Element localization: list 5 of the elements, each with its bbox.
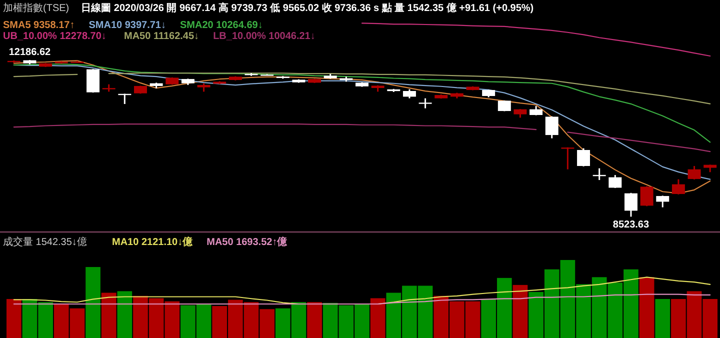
annotation: 12186.62 — [8, 47, 52, 58]
chart-subtitle: 日線圖 2020/03/26 開 9667.14 高 9739.73 低 9565.02 收 9736.36 s 點 量 1542.35 億 +91.61 (+0.95%) — [81, 2, 534, 14]
annotation: 8523.63 — [612, 220, 650, 231]
chart-title: 加權指數(TSE) — [3, 2, 70, 14]
chart-title: 成交量 1542.35↓億 — [3, 236, 87, 248]
